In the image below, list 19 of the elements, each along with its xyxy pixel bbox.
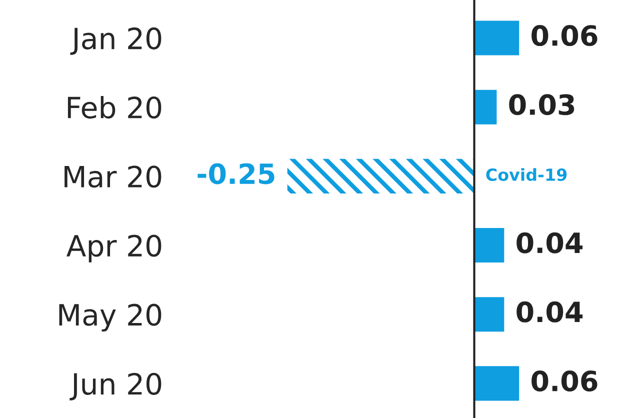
- data-label: 0.06: [532, 370, 598, 392]
- data-label: 0.04: [516, 232, 583, 254]
- y-tick-label: Jan 20: [70, 27, 162, 55]
- data-label: 0.04: [516, 301, 583, 322]
- data-label: 0.06: [532, 25, 598, 46]
- bar: [287, 158, 474, 194]
- bar: [474, 90, 497, 124]
- y-tick-label: May 20: [59, 304, 162, 332]
- annotation: Covid-19: [486, 168, 567, 182]
- y-tick-label: Feb 20: [68, 96, 162, 119]
- bar: [474, 297, 504, 332]
- y-tick-label: Jun 20: [70, 372, 162, 400]
- y-tick-label: Mar 20: [64, 166, 162, 188]
- data-label: -0.25: [198, 163, 274, 184]
- bar: [474, 228, 504, 263]
- bar: [474, 20, 520, 56]
- data-label: 0.03: [509, 94, 574, 116]
- y-tick-label: Apr 20: [66, 234, 162, 262]
- bar: [474, 366, 520, 401]
